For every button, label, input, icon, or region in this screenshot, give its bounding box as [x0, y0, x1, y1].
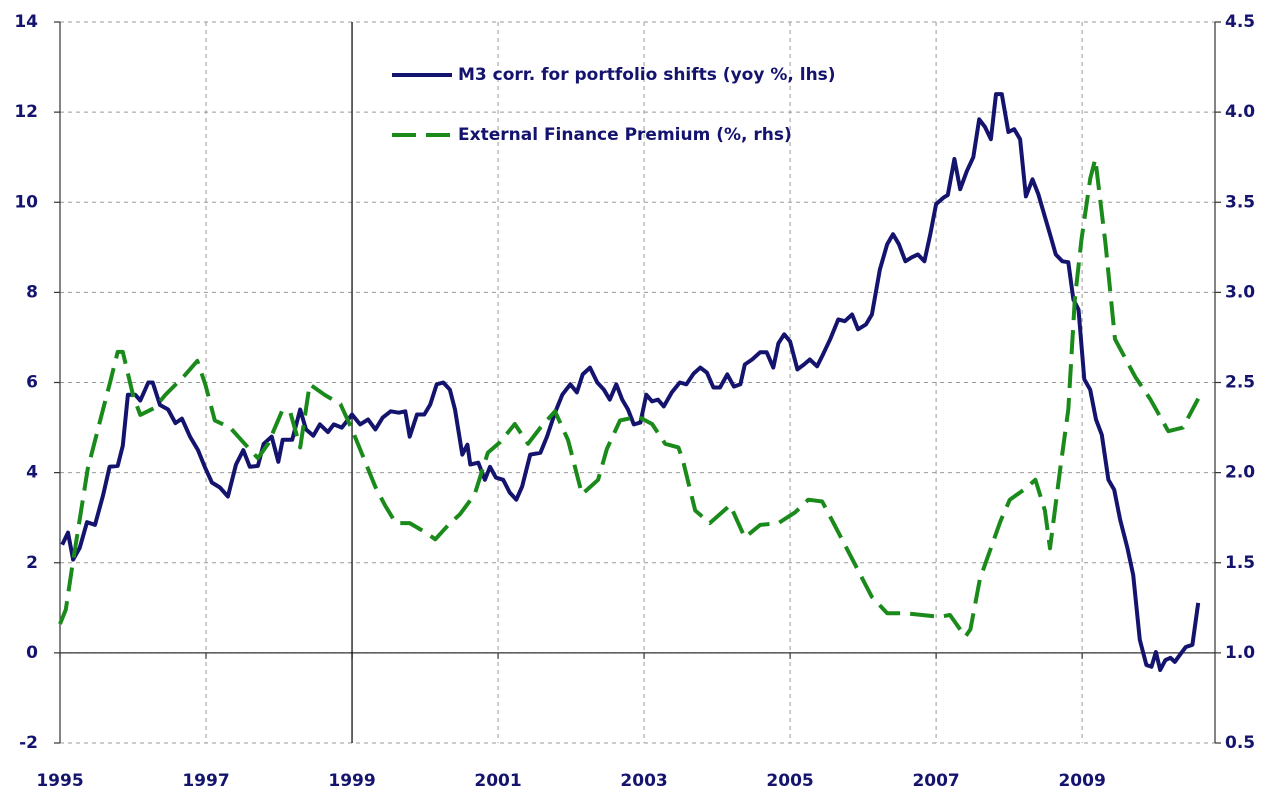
- y-tick-label: 2: [26, 553, 38, 573]
- y-tick-label: 8: [26, 282, 38, 302]
- y-tick-label: -2: [19, 733, 38, 753]
- x-tick-label: 2003: [620, 771, 667, 791]
- y-tick-label: 10: [14, 192, 38, 212]
- y-tick-label: 0: [26, 643, 38, 663]
- y-tick-label: 6: [26, 373, 38, 393]
- y2-tick-label: 0.5: [1225, 733, 1255, 753]
- y-tick-label: 4: [26, 463, 38, 483]
- x-tick-label: 2001: [474, 771, 521, 791]
- legend-label: External Finance Premium (%, rhs): [458, 125, 792, 145]
- x-tick-label: 2009: [1058, 771, 1105, 791]
- y2-tick-label: 1.5: [1225, 553, 1255, 573]
- y2-tick-label: 2.5: [1225, 373, 1255, 393]
- legend-label: M3 corr. for portfolio shifts (yoy %, lh…: [458, 65, 836, 85]
- series-line: [60, 92, 1201, 672]
- y2-tick-label: 3.0: [1225, 282, 1255, 302]
- y-tick-label: 12: [14, 102, 38, 122]
- x-tick-label: 2005: [766, 771, 813, 791]
- y2-tick-label: 3.5: [1225, 192, 1255, 212]
- y2-tick-label: 2.0: [1225, 463, 1255, 483]
- y2-tick-label: 1.0: [1225, 643, 1255, 663]
- y2-tick-label: 4.5: [1225, 12, 1255, 32]
- series-line: [58, 157, 1200, 639]
- x-tick-label: 1999: [328, 771, 375, 791]
- y2-tick-label: 4.0: [1225, 102, 1255, 122]
- x-tick-label: 1995: [36, 771, 83, 791]
- x-tick-label: 2007: [912, 771, 959, 791]
- y-tick-label: 14: [14, 12, 38, 32]
- x-tick-label: 1997: [182, 771, 229, 791]
